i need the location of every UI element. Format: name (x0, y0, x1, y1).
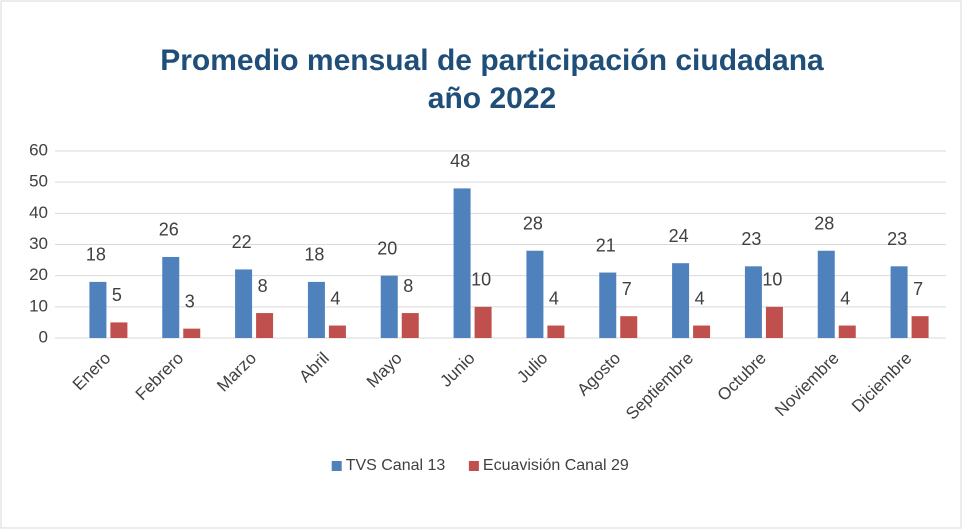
data-label: 21 (596, 235, 616, 255)
bar (838, 325, 856, 338)
data-label: 18 (304, 245, 324, 265)
legend-label: Ecuavisión Canal 29 (483, 457, 629, 474)
legend-swatch (468, 461, 479, 471)
data-label: 22 (232, 232, 252, 252)
bar (401, 313, 419, 338)
data-label: 23 (741, 229, 761, 249)
bar (911, 316, 929, 338)
bar (744, 266, 762, 338)
data-label: 10 (762, 270, 782, 290)
y-tick-label: 10 (29, 296, 48, 315)
legend-swatch (331, 461, 342, 471)
data-label: 10 (471, 270, 491, 290)
bar (110, 322, 128, 338)
legend-label: TVS Canal 13 (346, 457, 446, 474)
bar (89, 281, 107, 338)
data-label: 28 (814, 213, 834, 233)
bar (672, 263, 690, 338)
data-label: 48 (450, 151, 470, 171)
bar (620, 316, 638, 338)
y-tick-label: 50 (29, 172, 48, 191)
bar (183, 328, 201, 338)
data-label: 23 (887, 229, 907, 249)
data-label: 24 (669, 226, 689, 246)
data-label: 4 (695, 288, 705, 308)
bar (256, 313, 274, 338)
data-label: 4 (549, 288, 559, 308)
bar (765, 306, 783, 338)
y-tick-label: 40 (29, 203, 48, 222)
data-label: 4 (330, 288, 340, 308)
bar (693, 325, 711, 338)
data-label: 26 (159, 220, 179, 240)
data-label: 8 (258, 276, 268, 296)
bar (328, 325, 346, 338)
chart-title: año 2022 (428, 82, 556, 115)
bar (453, 188, 471, 338)
bar (526, 250, 544, 338)
bar (235, 269, 253, 338)
y-tick-label: 30 (29, 234, 48, 253)
data-label: 7 (913, 279, 923, 299)
bar (307, 281, 325, 338)
data-label: 3 (185, 291, 195, 311)
bar (890, 266, 908, 338)
y-tick-label: 20 (29, 265, 48, 284)
bar (599, 272, 617, 338)
data-label: 28 (523, 213, 543, 233)
bar (380, 275, 398, 338)
y-tick-label: 60 (29, 140, 48, 159)
data-label: 5 (112, 285, 122, 305)
bar (817, 250, 835, 338)
bar (162, 256, 180, 338)
bar (474, 306, 492, 338)
data-label: 20 (377, 238, 397, 258)
data-label: 8 (403, 276, 413, 296)
data-label: 7 (622, 279, 632, 299)
chart-title: Promedio mensual de participación ciudad… (160, 44, 824, 77)
data-label: 18 (86, 245, 106, 265)
bar (547, 325, 565, 338)
data-label: 4 (840, 288, 850, 308)
y-tick-label: 0 (39, 327, 48, 346)
